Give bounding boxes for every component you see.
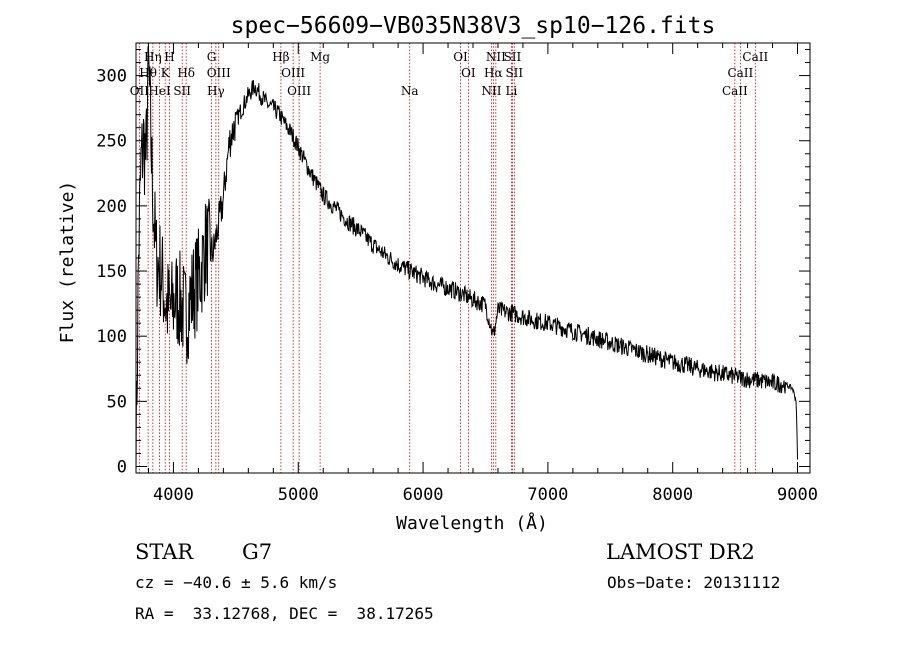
marker-label: CaII: [742, 50, 768, 64]
marker-label: OIII: [287, 84, 311, 98]
marker-label: Hη: [144, 50, 162, 64]
marker-label: NII: [481, 84, 501, 98]
y-tick-label: 50: [107, 392, 127, 412]
plot-frame: [135, 42, 811, 474]
spectrum-plot: [135, 46, 799, 472]
x-axis-label: Wavelength (Å): [396, 512, 548, 534]
x-tick-label: 7000: [527, 485, 568, 505]
y-tick-label: 250: [96, 132, 127, 152]
marker-label: Na: [401, 84, 419, 98]
marker-label: OI: [453, 50, 468, 64]
marker-label: SII: [504, 50, 522, 64]
y-tick-label: 0: [117, 457, 127, 477]
marker-label: Mg: [310, 50, 330, 64]
survey-name: LAMOST DR2: [606, 540, 755, 564]
marker-label: Hγ: [207, 84, 225, 98]
coordinates: RA = 33.12768, DEC = 38.17265: [135, 604, 434, 623]
chart-title: spec−56609−VB035N38V3_sp10−126.fits: [231, 13, 716, 39]
x-tick-label: 5000: [278, 485, 319, 505]
marker-label: OII: [130, 84, 150, 98]
object-type: STAR: [135, 540, 194, 564]
marker-label: SII: [505, 66, 523, 80]
obs-date: Obs−Date: 20131112: [607, 573, 780, 592]
marker-label: NII: [486, 50, 506, 64]
marker-label: CaII: [727, 66, 753, 80]
marker-label: H: [164, 50, 174, 64]
marker-label: OIII: [207, 66, 231, 80]
marker-label: Hβ: [272, 50, 289, 64]
y-tick-label: 200: [96, 197, 127, 217]
y-tick-label: 100: [96, 327, 127, 347]
marker-label: OI: [461, 66, 476, 80]
spectrum-line: [135, 46, 799, 472]
marker-label: Li: [506, 84, 518, 98]
marker-label: G: [207, 50, 217, 64]
redshift-readout: cz = −40.6 ± 5.6 km/s: [135, 573, 337, 592]
x-axis-ticks: 4000 5000 6000 7000 8000 9000: [147, 43, 818, 505]
marker-label: OIII: [281, 66, 305, 80]
y-tick-label: 300: [96, 67, 127, 87]
x-tick-label: 4000: [153, 485, 194, 505]
subclass: G7: [242, 540, 272, 564]
x-tick-label: 8000: [652, 485, 693, 505]
x-tick-label: 9000: [777, 485, 818, 505]
y-axis-label: Flux (relative): [57, 181, 78, 344]
line-marker-lines: [138, 43, 756, 473]
y-tick-label: 150: [96, 262, 127, 282]
marker-label: HeI: [148, 84, 171, 98]
marker-label: CaII: [722, 84, 748, 98]
marker-label: Hα: [484, 66, 503, 80]
marker-label: Hδ: [177, 66, 195, 80]
marker-label: K: [161, 66, 171, 80]
marker-label: SII: [173, 84, 191, 98]
x-tick-label: 6000: [403, 485, 444, 505]
y-axis-ticks: 0 50 100 150 200 250 300: [96, 49, 810, 477]
